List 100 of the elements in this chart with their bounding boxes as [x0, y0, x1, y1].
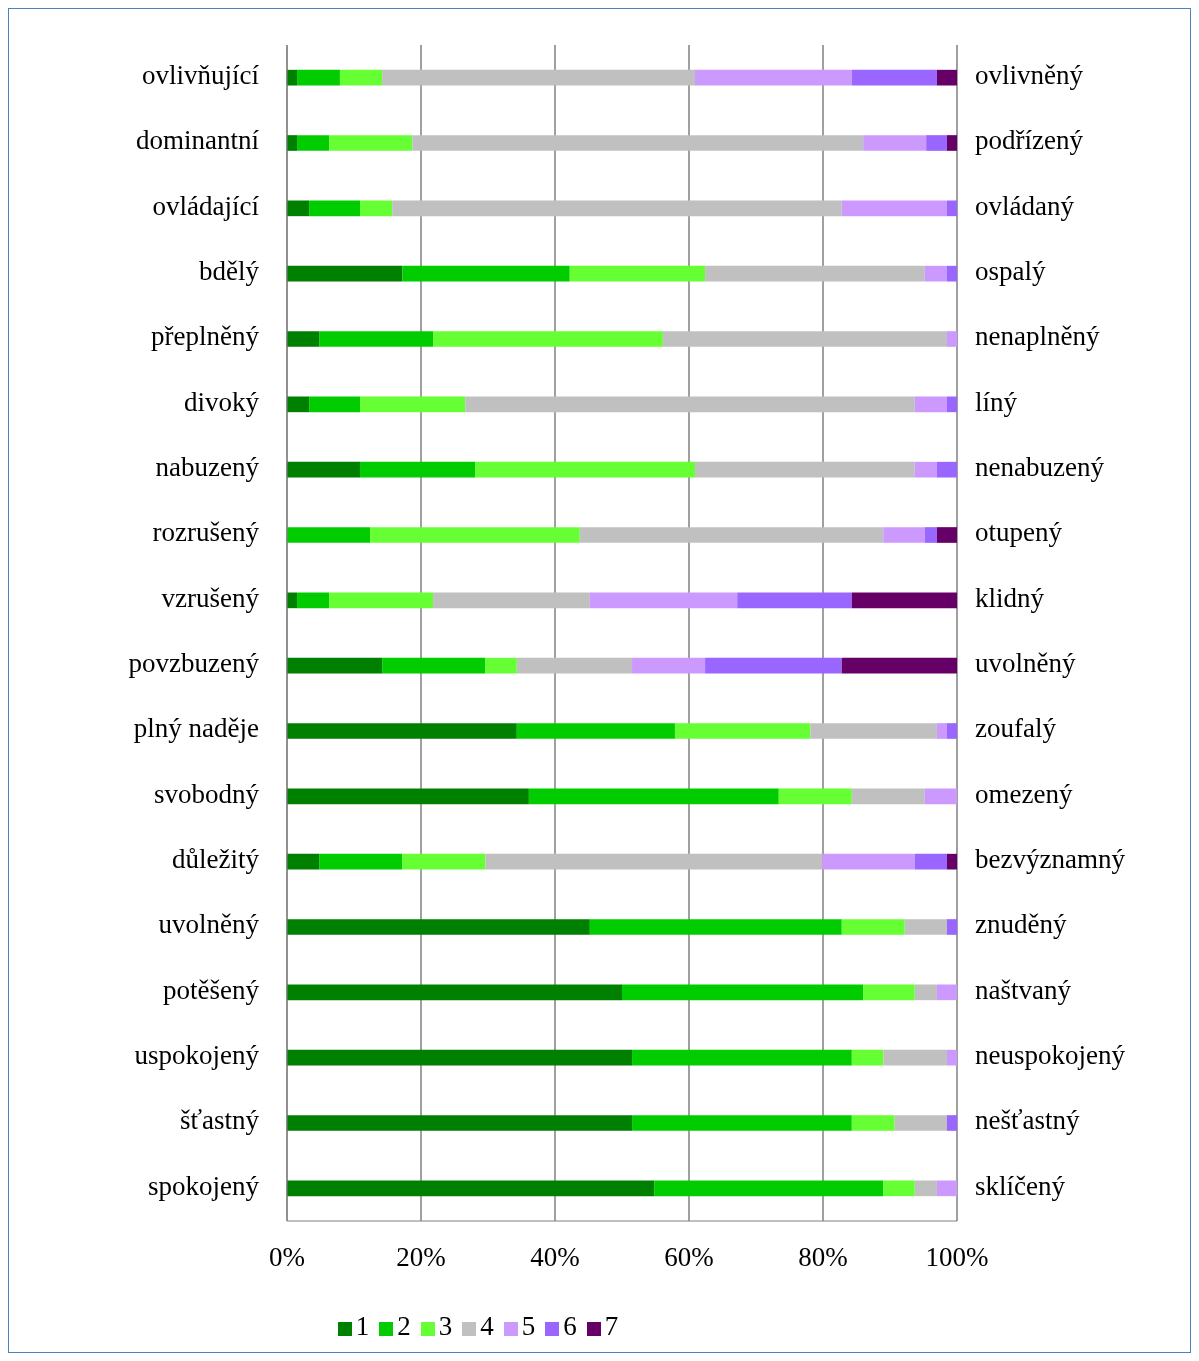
bar [632, 1115, 852, 1131]
y-tick-label: rozrušený [152, 517, 260, 548]
bar [904, 919, 947, 935]
bar [936, 527, 957, 543]
bar [433, 592, 590, 609]
y-tick-label: bdělý [199, 255, 260, 286]
bar [287, 527, 371, 543]
legend-label: 3 [438, 1311, 453, 1341]
bar [287, 1115, 633, 1131]
bar [402, 265, 570, 282]
x-tick-label: 80% [798, 1242, 848, 1273]
bar [946, 1049, 957, 1066]
y2-tick-label: nešťastný [975, 1105, 1081, 1136]
bar [339, 69, 383, 86]
y2-tick-label: ovlivněný [975, 59, 1084, 90]
bar [392, 200, 842, 217]
bar [810, 723, 937, 739]
bar [370, 527, 580, 543]
bar [914, 984, 937, 1001]
bar [894, 1115, 947, 1131]
bar [851, 788, 925, 805]
bar [914, 396, 947, 413]
bar [946, 1115, 957, 1131]
y-tick-label: nabuzený [155, 451, 260, 482]
y2-tick-label: naštvaný [975, 974, 1072, 1005]
bar [924, 265, 947, 282]
bar [287, 1049, 633, 1066]
bar [883, 1049, 947, 1066]
bar [841, 919, 905, 935]
bar [662, 331, 947, 347]
x-tick-label: 0% [269, 1242, 305, 1273]
bar [360, 200, 393, 217]
y-tick-label: důležitý [172, 843, 260, 874]
y2-tick-label: ovládaný [975, 190, 1075, 221]
bar [946, 135, 957, 151]
bar [309, 396, 361, 413]
bar [851, 1115, 895, 1131]
bar [360, 396, 466, 413]
y-tick-label: ovlivňující [142, 59, 260, 90]
y-tick-label: vzrušený [161, 582, 260, 613]
bar [287, 853, 320, 870]
y-tick-label: plný naděje [133, 713, 259, 744]
bar [516, 723, 675, 739]
bar [924, 527, 937, 543]
bar [936, 69, 957, 86]
bar [946, 919, 957, 935]
bar [936, 1180, 957, 1197]
bar [287, 984, 622, 1001]
bar [924, 788, 957, 805]
bar [382, 69, 696, 86]
y2-tick-label: zoufalý [975, 713, 1057, 744]
bar [695, 461, 915, 478]
y-tick-label: šťastný [179, 1105, 260, 1136]
y-tick-label: divoký [183, 386, 260, 417]
bar [329, 592, 434, 609]
bar [863, 984, 915, 1001]
bar [851, 1049, 884, 1066]
y-tick-label: potěšený [163, 974, 260, 1005]
bar [695, 69, 852, 86]
bar [297, 592, 330, 609]
bar [654, 1180, 884, 1197]
y2-tick-label: znuděný [975, 909, 1067, 940]
bar [297, 135, 330, 151]
y2-tick-label: ospalý [975, 255, 1046, 286]
legend-label: 1 [355, 1311, 370, 1341]
bar [841, 657, 957, 674]
y2-tick-label: podřízený [975, 125, 1084, 156]
y2-tick-label: uvolněný [975, 647, 1076, 678]
bar [914, 1180, 937, 1197]
bar [863, 135, 927, 151]
bar [674, 723, 811, 739]
bar [936, 461, 957, 478]
bar [822, 853, 915, 870]
y-tick-label: dominantní [136, 125, 260, 156]
y-tick-label: spokojený [148, 1170, 260, 1201]
legend-label: 7 [604, 1311, 619, 1341]
bar [319, 853, 403, 870]
bar [589, 919, 842, 935]
x-tick-label: 100% [925, 1242, 989, 1273]
bar [287, 788, 529, 805]
bar [851, 69, 937, 86]
bar [632, 657, 706, 674]
bar [516, 657, 633, 674]
bar [329, 135, 413, 151]
bar [485, 853, 823, 870]
y2-tick-label: bezvýznamný [975, 843, 1126, 874]
y2-tick-label: líný [975, 386, 1018, 417]
y2-tick-label: nenaplněný [975, 321, 1100, 352]
bar [297, 69, 340, 86]
bar [402, 853, 486, 870]
x-tick-label: 60% [664, 1242, 714, 1273]
bar [737, 592, 852, 609]
bar [946, 200, 957, 217]
y-tick-label: svobodný [153, 778, 260, 809]
bar [287, 1180, 655, 1197]
x-tick-label: 40% [530, 1242, 580, 1273]
bar [287, 396, 310, 413]
legend-label: 6 [563, 1311, 577, 1341]
legend-label: 5 [521, 1311, 536, 1341]
bar [433, 331, 663, 347]
